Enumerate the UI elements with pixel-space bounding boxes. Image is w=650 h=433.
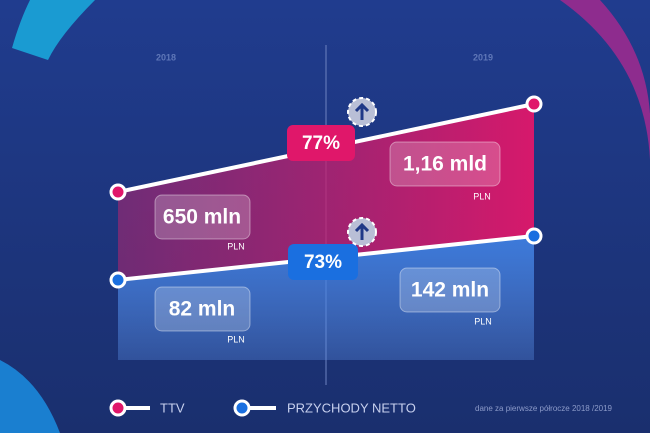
value-label: 1,16 mld xyxy=(403,153,487,176)
area-revenue xyxy=(118,236,534,360)
legend-marker xyxy=(109,399,127,417)
up-icon xyxy=(347,97,377,127)
growth-box xyxy=(288,244,358,280)
value-box xyxy=(154,194,251,240)
up-icon xyxy=(347,217,377,247)
point xyxy=(109,183,127,201)
unit-label: PLN xyxy=(474,316,492,326)
unit-label: PLN xyxy=(227,241,245,251)
growth-box xyxy=(287,125,355,161)
growth-label: 77% xyxy=(302,133,340,154)
legend-label: TTV xyxy=(160,400,185,415)
value-box xyxy=(399,267,501,313)
deco-arc xyxy=(560,0,650,160)
growth-label: 73% xyxy=(304,252,342,273)
value-label: 142 mln xyxy=(411,279,489,302)
point xyxy=(525,95,543,113)
legend-marker xyxy=(233,399,251,417)
deco-shape xyxy=(0,360,60,433)
area-ttv xyxy=(118,104,534,280)
year-label: 2018 xyxy=(156,52,176,62)
point xyxy=(525,227,543,245)
point xyxy=(109,271,127,289)
unit-label: PLN xyxy=(227,334,245,344)
footnote: dane za pierwsze półrocze 2018 /2019 xyxy=(475,404,613,413)
value-box xyxy=(154,286,251,332)
unit-label: PLN xyxy=(473,191,491,201)
deco-shape xyxy=(12,0,95,60)
value-box xyxy=(389,141,501,187)
value-label: 650 mln xyxy=(163,206,241,229)
value-label: 82 mln xyxy=(169,298,236,321)
year-label: 2019 xyxy=(473,52,493,62)
legend-label: PRZYCHODY NETTO xyxy=(287,400,416,415)
